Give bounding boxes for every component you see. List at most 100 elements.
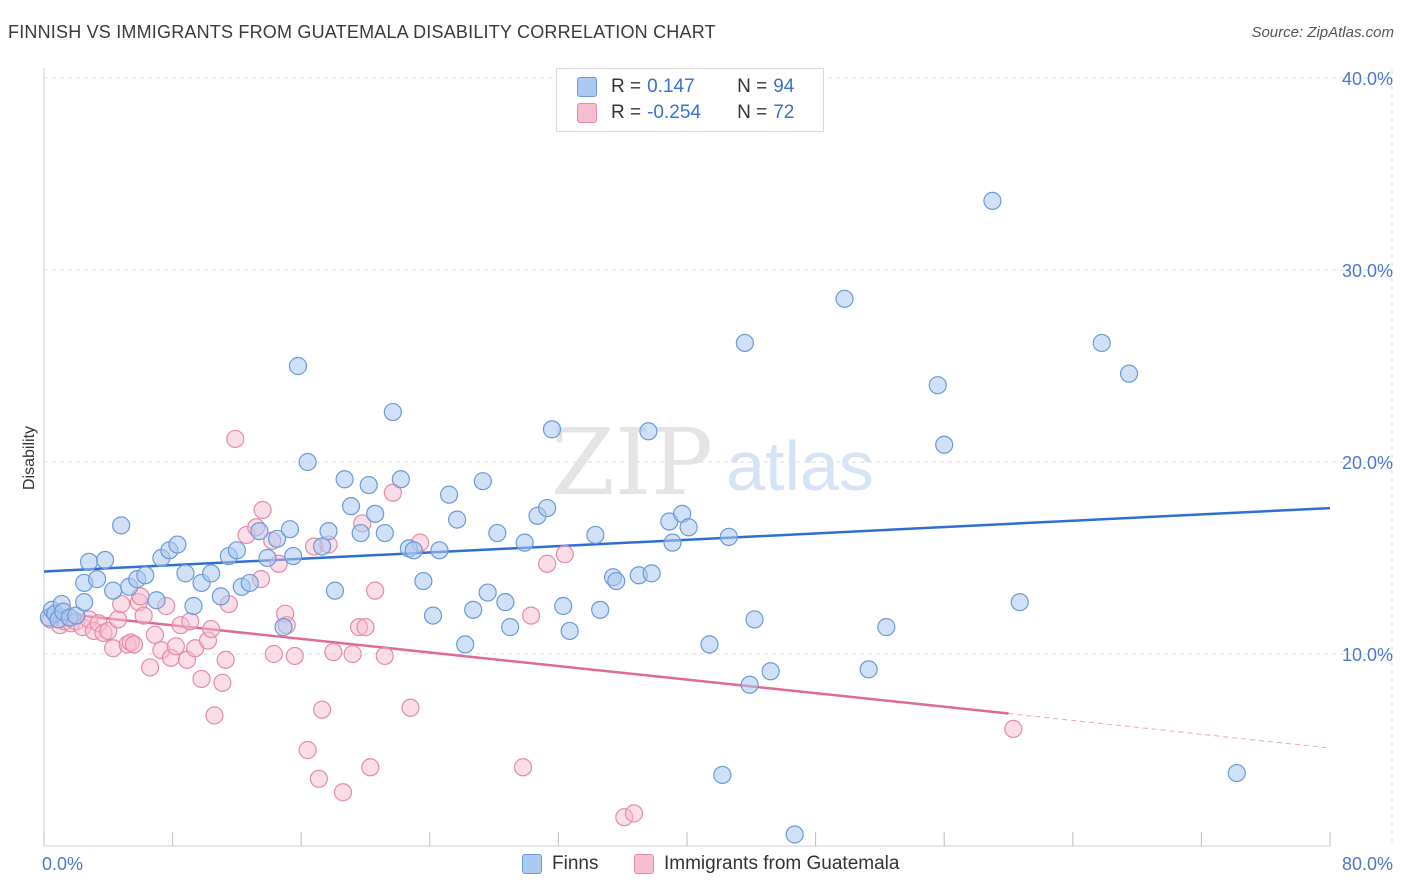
finns-point	[735, 333, 754, 353]
finns-point	[67, 606, 86, 625]
finns-point	[586, 525, 605, 545]
guatemala-point	[309, 769, 328, 788]
finns-point	[439, 485, 459, 504]
finns-point	[258, 548, 277, 568]
finns-point	[95, 550, 115, 570]
finns-point	[679, 518, 698, 537]
finns-trend-line	[43, 506, 1331, 573]
y-tick-label: 20.0%	[1342, 453, 1393, 473]
watermark-atlas: atlas	[726, 427, 874, 505]
guatemala-point	[555, 545, 574, 564]
guatemala-point	[202, 619, 221, 639]
guatemala-point	[226, 429, 245, 449]
guatemala-point	[343, 644, 362, 664]
finns-point	[351, 523, 370, 543]
finns-point	[112, 516, 131, 535]
finns-point	[288, 356, 308, 376]
finns-point	[877, 618, 896, 637]
finns-point	[700, 635, 719, 654]
finns-point	[538, 498, 557, 518]
finns-point	[983, 191, 1002, 210]
correlation-legend: R = 0.147 N = 94 R = -0.254 N = 72	[556, 68, 824, 132]
finns-point	[184, 596, 203, 616]
guatemala-point	[312, 700, 332, 719]
guatemala-point	[333, 783, 353, 802]
finns-point	[404, 541, 423, 560]
finns-swatch	[577, 77, 597, 97]
finns-point	[607, 571, 626, 591]
guatemala-point	[401, 698, 420, 717]
bottom-legend-finns: Finns	[522, 852, 598, 876]
series-finns-points	[39, 191, 1246, 844]
guatemala-swatch	[634, 854, 654, 874]
chart-title: FINNISH VS IMMIGRANTS FROM GUATEMALA DIS…	[8, 22, 716, 42]
finns-point	[274, 618, 293, 637]
guatemala-point	[108, 610, 128, 629]
guatemala-point	[213, 673, 232, 692]
guatemala-point	[375, 646, 394, 666]
finns-point	[284, 546, 303, 566]
finns-point	[542, 420, 562, 439]
finns-point	[202, 564, 221, 583]
finns-r-value: 0.147	[647, 76, 695, 97]
guatemala-point	[624, 804, 644, 823]
legend-row-guatemala: R = -0.254 N = 72	[577, 100, 794, 126]
finns-point	[414, 571, 433, 591]
guatemala-point	[513, 758, 533, 777]
axes	[43, 68, 1331, 847]
x-tick-label: 0.0%	[42, 854, 83, 874]
finns-point	[366, 504, 385, 523]
finns-point	[211, 587, 230, 606]
guatemala-trend-extension	[1008, 713, 1331, 749]
guatemala-swatch	[577, 103, 597, 123]
finns-point	[713, 765, 732, 785]
guatemala-point	[216, 650, 235, 669]
finns-point	[639, 422, 658, 441]
finns-point	[515, 533, 534, 552]
watermark-zip: ZIP	[551, 409, 713, 516]
guatemala-point	[124, 635, 144, 654]
finns-point	[359, 475, 378, 495]
guatemala-point	[253, 500, 272, 520]
finns-point	[298, 452, 317, 472]
guatemala-point	[264, 644, 283, 664]
guatemala-point	[205, 706, 224, 725]
y-tick-label: 10.0%	[1342, 645, 1393, 665]
finns-point	[478, 583, 497, 602]
finns-point	[240, 573, 259, 593]
legend-r-label: R =	[611, 76, 642, 97]
y-axis-label: Disability	[21, 426, 38, 490]
finns-point	[168, 535, 187, 554]
guatemala-point	[383, 483, 402, 502]
legend-n-label: N =	[737, 102, 768, 123]
x-tick-label: 80.0%	[1342, 854, 1393, 874]
series-name-finns: Finns	[552, 853, 599, 874]
finns-point	[147, 591, 166, 610]
finns-point	[341, 497, 361, 516]
legend-n-label: N =	[737, 76, 768, 97]
finns-point	[740, 675, 759, 694]
guatemala-point	[134, 606, 153, 625]
y-tick-label: 40.0%	[1342, 69, 1393, 89]
finns-point	[761, 662, 780, 681]
finns-point	[496, 593, 515, 612]
y-tick-label: 30.0%	[1342, 261, 1393, 281]
finns-point	[176, 564, 195, 583]
series-name-guatemala: Immigrants from Guatemala	[664, 853, 900, 874]
finns-point	[785, 825, 804, 844]
finns-point	[1227, 763, 1246, 783]
finns-point	[560, 621, 579, 641]
finns-point	[456, 635, 475, 654]
guatemala-point	[145, 625, 165, 644]
guatemala-point	[181, 612, 200, 631]
watermark: ZIP atlas	[551, 409, 874, 516]
finns-point	[745, 610, 764, 629]
finns-point	[464, 600, 483, 619]
guatemala-point	[285, 646, 304, 666]
guatemala-point	[324, 642, 343, 662]
finns-point	[383, 402, 402, 422]
finns-point	[663, 533, 682, 552]
finns-point	[554, 596, 573, 616]
finns-point	[430, 541, 449, 560]
